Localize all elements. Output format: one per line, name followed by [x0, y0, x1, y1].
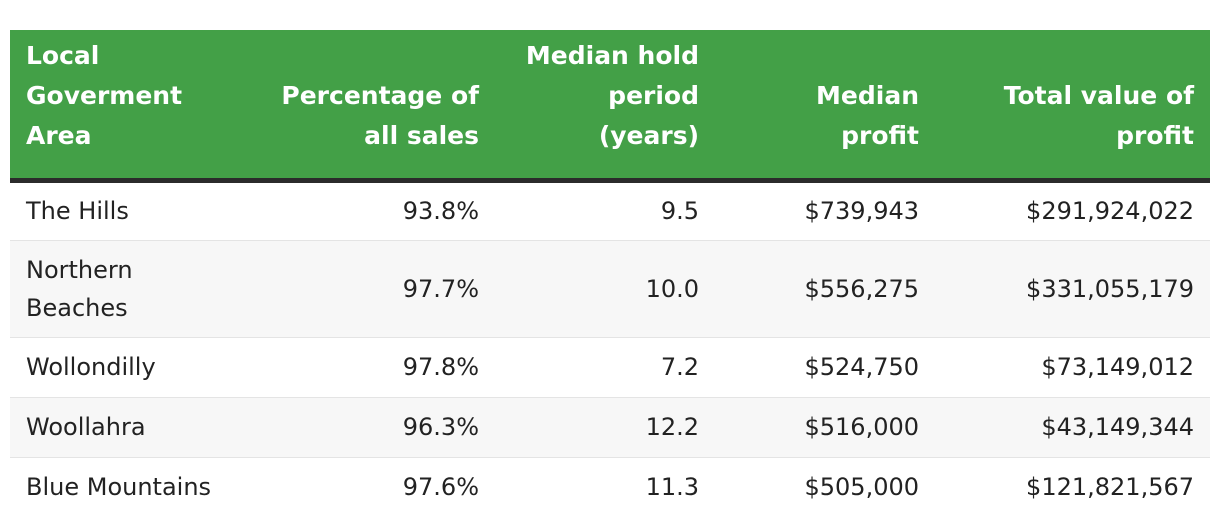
cell-hold-period: 11.3: [645, 473, 699, 502]
cell-hold-period: 9.5: [495, 180, 715, 241]
cell-total-profit: $43,149,344: [935, 397, 1210, 458]
cell-percentage: 97.7%: [250, 240, 495, 338]
cell-total-profit: $73,149,012: [935, 337, 1210, 398]
cell-lga: Woollahra: [10, 397, 250, 458]
cell-lga: Northern Beaches: [10, 240, 250, 338]
cell-median-profit: $516,000: [715, 397, 935, 458]
cell-percentage: 96.3%: [250, 397, 495, 458]
cell-lga-text: Northern Beaches: [26, 255, 133, 322]
cell-lga: Blue Mountains: [26, 473, 212, 502]
table-body: The Hills 93.8% 9.5 $739,943 $291,924,02…: [10, 180, 1210, 517]
column-header-lga: Local Goverment Area: [10, 30, 250, 183]
column-header-hold-period: Median hold period (years): [495, 30, 715, 183]
cell-median-profit: $505,000: [804, 473, 919, 502]
cell-total-profit: $121,821,567: [1026, 473, 1194, 502]
table-header: Local Goverment Area Percentage of all s…: [10, 30, 1210, 183]
column-header-median-profit: Median profit: [715, 30, 935, 183]
column-header-percentage: Percentage of all sales: [250, 30, 495, 183]
cell-lga: Wollondilly: [10, 337, 250, 398]
cell-percentage: 97.8%: [250, 337, 495, 398]
lga-profit-table: Local Goverment Area Percentage of all s…: [10, 30, 1210, 517]
cell-lga: The Hills: [10, 180, 250, 241]
cell-hold-period: 10.0: [495, 240, 715, 338]
header-row: Local Goverment Area Percentage of all s…: [10, 30, 1210, 183]
cell-hold-period: 12.2: [495, 397, 715, 458]
cell-total-profit: $291,924,022: [935, 180, 1210, 241]
table-row: Blue Mountains 97.6% 11.3 $505,000 $121,…: [10, 457, 1210, 517]
column-header-total-profit: Total value of profit: [935, 30, 1210, 183]
table-row: Wollondilly 97.8% 7.2 $524,750 $73,149,0…: [10, 337, 1210, 398]
cell-median-profit: $556,275: [715, 240, 935, 338]
cell-percentage: 93.8%: [250, 180, 495, 241]
table-row: The Hills 93.8% 9.5 $739,943 $291,924,02…: [10, 180, 1210, 241]
table-row: Northern Beaches 97.7% 10.0 $556,275 $33…: [10, 240, 1210, 338]
cell-median-profit: $524,750: [715, 337, 935, 398]
data-table-container: Local Goverment Area Percentage of all s…: [10, 30, 1210, 517]
cell-hold-period: 7.2: [495, 337, 715, 398]
cell-total-profit: $331,055,179: [935, 240, 1210, 338]
cell-percentage: 97.6%: [402, 473, 479, 502]
table-row: Woollahra 96.3% 12.2 $516,000 $43,149,34…: [10, 397, 1210, 458]
cell-median-profit: $739,943: [715, 180, 935, 241]
